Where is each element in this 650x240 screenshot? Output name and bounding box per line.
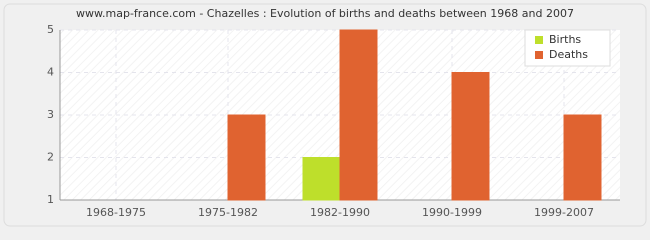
- x-tick-label: 1982-1990: [310, 206, 370, 219]
- bar: [227, 114, 266, 201]
- legend-label: Deaths: [549, 48, 588, 61]
- legend-swatch: [535, 36, 543, 44]
- bar: [563, 114, 602, 201]
- y-tick-label: 4: [47, 66, 54, 79]
- chart-title: www.map-france.com - Chazelles : Evoluti…: [76, 7, 574, 20]
- y-tick-label: 2: [47, 151, 54, 164]
- legend-swatch: [535, 51, 543, 59]
- bar: [302, 157, 341, 201]
- x-tick-label: 1975-1982: [198, 206, 258, 219]
- x-tick-label: 1990-1999: [422, 206, 482, 219]
- x-tick-label: 1968-1975: [86, 206, 146, 219]
- bar: [451, 72, 490, 201]
- y-tick-label: 5: [47, 23, 54, 36]
- legend-label: Births: [549, 33, 581, 46]
- chart: www.map-france.com - Chazelles : Evoluti…: [3, 3, 647, 227]
- y-tick-label: 3: [47, 108, 54, 121]
- x-tick-label: 1999-2007: [534, 206, 594, 219]
- y-tick-label: 1: [47, 193, 54, 206]
- bar: [339, 29, 378, 201]
